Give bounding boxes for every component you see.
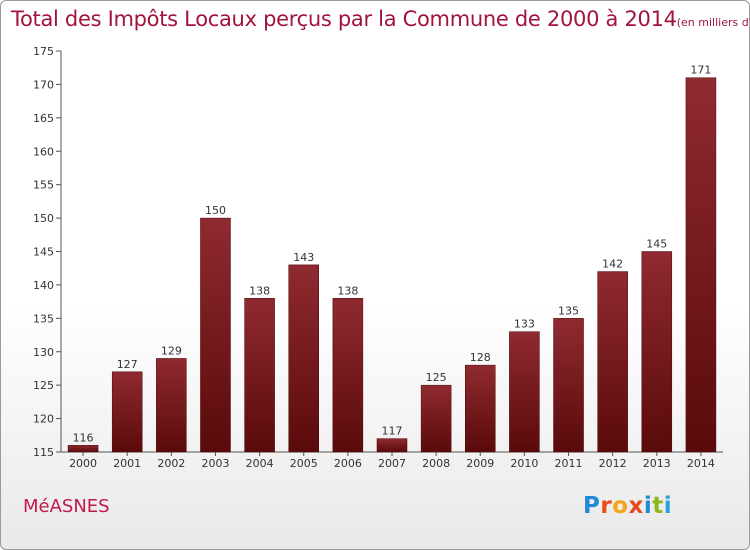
logo-letter: x xyxy=(628,493,644,519)
bar xyxy=(420,384,452,453)
x-tick-label: 2014 xyxy=(687,457,715,470)
bar xyxy=(376,438,408,453)
bar-value-label: 150 xyxy=(205,204,226,217)
logo-letter: P xyxy=(583,493,601,519)
unit-note: (en milliers d'€) xyxy=(676,16,750,29)
logo-letter: i xyxy=(663,493,673,519)
x-tick-label: 2002 xyxy=(157,457,185,470)
bar-value-label: 125 xyxy=(426,371,447,384)
bar xyxy=(332,298,364,453)
x-tick-label: 2004 xyxy=(246,457,274,470)
y-tick-label: 140 xyxy=(33,279,54,292)
y-tick-label: 125 xyxy=(33,379,54,392)
bar xyxy=(111,371,143,453)
x-tick-label: 2001 xyxy=(113,457,141,470)
x-tick-label: 2009 xyxy=(466,457,494,470)
bar-value-label: 138 xyxy=(337,284,358,297)
bar xyxy=(465,364,496,453)
bar-value-label: 116 xyxy=(73,431,94,444)
bar xyxy=(244,298,275,453)
chart-title: Total des Impôts Locaux perçus par la Co… xyxy=(11,7,750,31)
y-tick-label: 160 xyxy=(33,145,54,158)
bar-value-label: 142 xyxy=(602,258,623,271)
bar-value-label: 145 xyxy=(646,238,667,251)
bar-value-label: 128 xyxy=(470,351,491,364)
x-tick-label: 2003 xyxy=(201,457,229,470)
bar xyxy=(288,264,319,453)
bar-value-label: 138 xyxy=(249,284,270,297)
y-tick-label: 115 xyxy=(33,446,54,459)
bar xyxy=(597,271,628,453)
y-tick-label: 170 xyxy=(33,78,54,91)
proxiti-logo: Proxiti xyxy=(583,493,672,519)
bar xyxy=(685,77,717,453)
bar-value-label: 171 xyxy=(690,64,711,77)
logo-letter: r xyxy=(600,493,613,519)
y-tick-label: 155 xyxy=(33,179,54,192)
bar xyxy=(156,358,187,453)
chart-title-text: Total des Impôts Locaux perçus par la Co… xyxy=(11,7,677,31)
logo-letter: t xyxy=(652,493,664,519)
y-tick-label: 175 xyxy=(33,45,54,58)
y-tick-label: 135 xyxy=(33,312,54,325)
bar-value-label: 117 xyxy=(382,425,403,438)
bar xyxy=(200,217,231,453)
x-tick-label: 2007 xyxy=(378,457,406,470)
logo-letter: o xyxy=(612,493,629,519)
bar xyxy=(509,331,540,453)
y-tick-label: 145 xyxy=(33,246,54,259)
x-tick-label: 2011 xyxy=(555,457,583,470)
x-tick-label: 2008 xyxy=(422,457,450,470)
bar xyxy=(67,445,99,453)
commune-name: MéASNES xyxy=(23,496,110,517)
x-tick-label: 2012 xyxy=(599,457,627,470)
x-tick-label: 2013 xyxy=(643,457,671,470)
bar xyxy=(641,251,673,453)
y-tick-label: 130 xyxy=(33,346,54,359)
x-tick-label: 2006 xyxy=(334,457,362,470)
bar-value-label: 129 xyxy=(161,344,182,357)
bar-value-label: 127 xyxy=(117,358,138,371)
bar xyxy=(553,318,584,453)
x-tick-label: 2010 xyxy=(510,457,538,470)
y-tick-label: 165 xyxy=(33,112,54,125)
bar-value-label: 143 xyxy=(293,251,314,264)
y-tick-label: 120 xyxy=(33,413,54,426)
logo-letter: i xyxy=(643,493,653,519)
y-tick-label: 150 xyxy=(33,212,54,225)
bar-value-label: 133 xyxy=(514,318,535,331)
bar-value-label: 135 xyxy=(558,304,579,317)
x-tick-label: 2000 xyxy=(69,457,97,470)
x-tick-label: 2005 xyxy=(290,457,318,470)
